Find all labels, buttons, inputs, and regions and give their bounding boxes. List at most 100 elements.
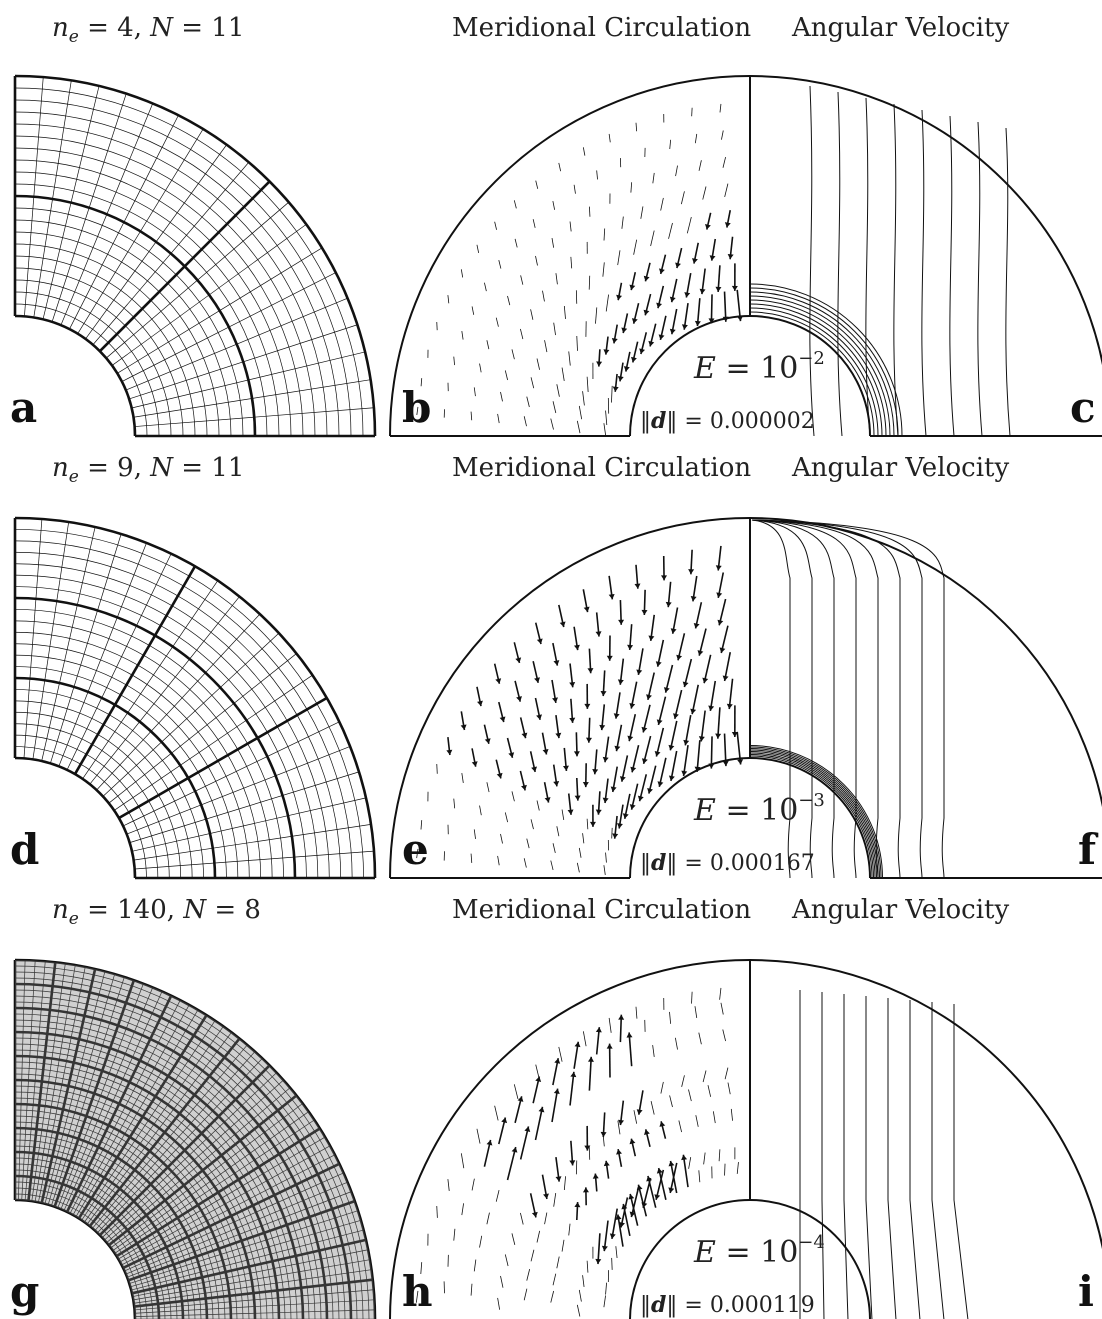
arrow-head xyxy=(615,1214,622,1220)
flow-arrow xyxy=(556,1256,560,1269)
arrow-head xyxy=(613,713,620,719)
flow-arrow xyxy=(416,848,419,859)
arrow-head xyxy=(534,677,540,683)
flow-arrow xyxy=(558,162,562,172)
flow-arrow xyxy=(721,130,724,140)
arrow-head xyxy=(722,760,729,767)
grid-ray xyxy=(58,542,147,767)
grid-ray xyxy=(34,965,76,1202)
panel-letter-d: d xyxy=(10,825,39,874)
arrow-head xyxy=(708,705,715,711)
arrow-head xyxy=(727,253,734,260)
arrow-head xyxy=(722,316,729,322)
flow-arrow xyxy=(504,370,508,381)
velocity-contour xyxy=(977,121,983,437)
grid-ray xyxy=(130,1220,362,1288)
flow-arrow xyxy=(436,1205,438,1218)
flow-arrow xyxy=(576,1304,581,1317)
arrow-head xyxy=(495,678,502,684)
inner-boundary xyxy=(629,757,751,879)
flow-arrow xyxy=(727,1082,731,1095)
flow-arrow xyxy=(476,1128,481,1144)
flow-arrow xyxy=(511,791,515,802)
element-boundary-ray xyxy=(53,979,136,1208)
flow-arrow xyxy=(603,1295,606,1308)
flow-arrow xyxy=(561,367,565,381)
flow-arrow xyxy=(576,420,581,434)
flow-arrow xyxy=(710,736,713,769)
grid-ray xyxy=(31,963,66,1202)
arrow-head xyxy=(595,631,602,637)
flow-arrow xyxy=(420,378,423,387)
grid-ray xyxy=(51,93,127,322)
flow-arrow xyxy=(668,222,673,239)
grid-arc xyxy=(14,734,159,879)
flow-arrow xyxy=(695,1115,699,1127)
panel-letter-c: c xyxy=(1070,383,1096,432)
flow-arrow xyxy=(635,122,638,132)
grid-ray xyxy=(60,987,154,1210)
flow-arrow xyxy=(526,1268,531,1281)
grid-arc xyxy=(14,700,193,879)
flow-arrow xyxy=(453,1228,456,1241)
grid-ray xyxy=(94,1051,256,1231)
flow-arrow xyxy=(698,1170,701,1183)
flow-arrow xyxy=(416,406,419,416)
arrow-head xyxy=(595,809,602,815)
flow-arrow xyxy=(453,798,456,809)
arrow-head xyxy=(670,628,677,634)
arrow-head xyxy=(602,756,609,763)
element-boundary-ray xyxy=(88,1037,241,1227)
flow-arrow xyxy=(550,860,554,871)
flow-arrow xyxy=(530,377,535,389)
grid-ray xyxy=(134,1299,375,1314)
flow-arrow xyxy=(611,385,613,403)
panel-letter-f: f xyxy=(1078,825,1099,874)
flow-arrow xyxy=(582,147,586,156)
arrow-head xyxy=(555,1176,562,1182)
arrow-head xyxy=(668,1160,675,1167)
element-boundary-ray xyxy=(73,565,197,775)
flow-arrow xyxy=(536,1230,541,1243)
arrow-head xyxy=(619,1221,625,1228)
flow-arrow xyxy=(603,865,606,875)
grid-ray xyxy=(112,1111,309,1251)
element-boundary-ray xyxy=(122,1162,340,1270)
arrow-head xyxy=(570,1071,577,1078)
arrow-head xyxy=(508,752,515,758)
flow-arrow xyxy=(470,1283,473,1296)
arrow-head xyxy=(681,1154,688,1161)
arrow-head xyxy=(618,1014,625,1020)
element-boundary-ray xyxy=(108,1094,298,1247)
flow-arrow xyxy=(526,396,530,408)
velocity-panel-i xyxy=(749,959,1102,1319)
arrow-head xyxy=(629,703,636,709)
arrow-head xyxy=(554,1058,561,1064)
flow-arrow xyxy=(588,1056,593,1091)
arrow-head xyxy=(641,726,648,733)
flow-arrow xyxy=(723,733,727,767)
flow-arrow xyxy=(602,262,605,277)
ekman-label-1: E = 10−2 xyxy=(693,348,825,386)
grid-ray xyxy=(110,1103,303,1249)
flow-arrow xyxy=(605,410,608,426)
flow-arrow xyxy=(447,295,450,304)
grid-ray xyxy=(134,1309,375,1317)
arrow-head xyxy=(655,661,662,667)
arrow-head xyxy=(612,386,619,392)
flow-arrow xyxy=(495,1190,500,1202)
flow-arrow xyxy=(722,1029,726,1042)
grid-ray xyxy=(129,324,358,400)
flow-arrow xyxy=(582,1275,585,1287)
flow-arrow xyxy=(551,237,555,248)
arrow-head xyxy=(644,1129,650,1135)
grid-ray xyxy=(121,1154,336,1266)
arrow-head xyxy=(623,366,630,372)
flow-arrow xyxy=(736,731,742,765)
flow-arrow xyxy=(582,833,585,844)
flow-arrow xyxy=(561,1239,565,1252)
element-boundary-arc xyxy=(14,314,137,437)
arrow-head xyxy=(641,758,648,764)
arrow-head xyxy=(715,733,722,739)
grid-ray xyxy=(111,224,307,366)
